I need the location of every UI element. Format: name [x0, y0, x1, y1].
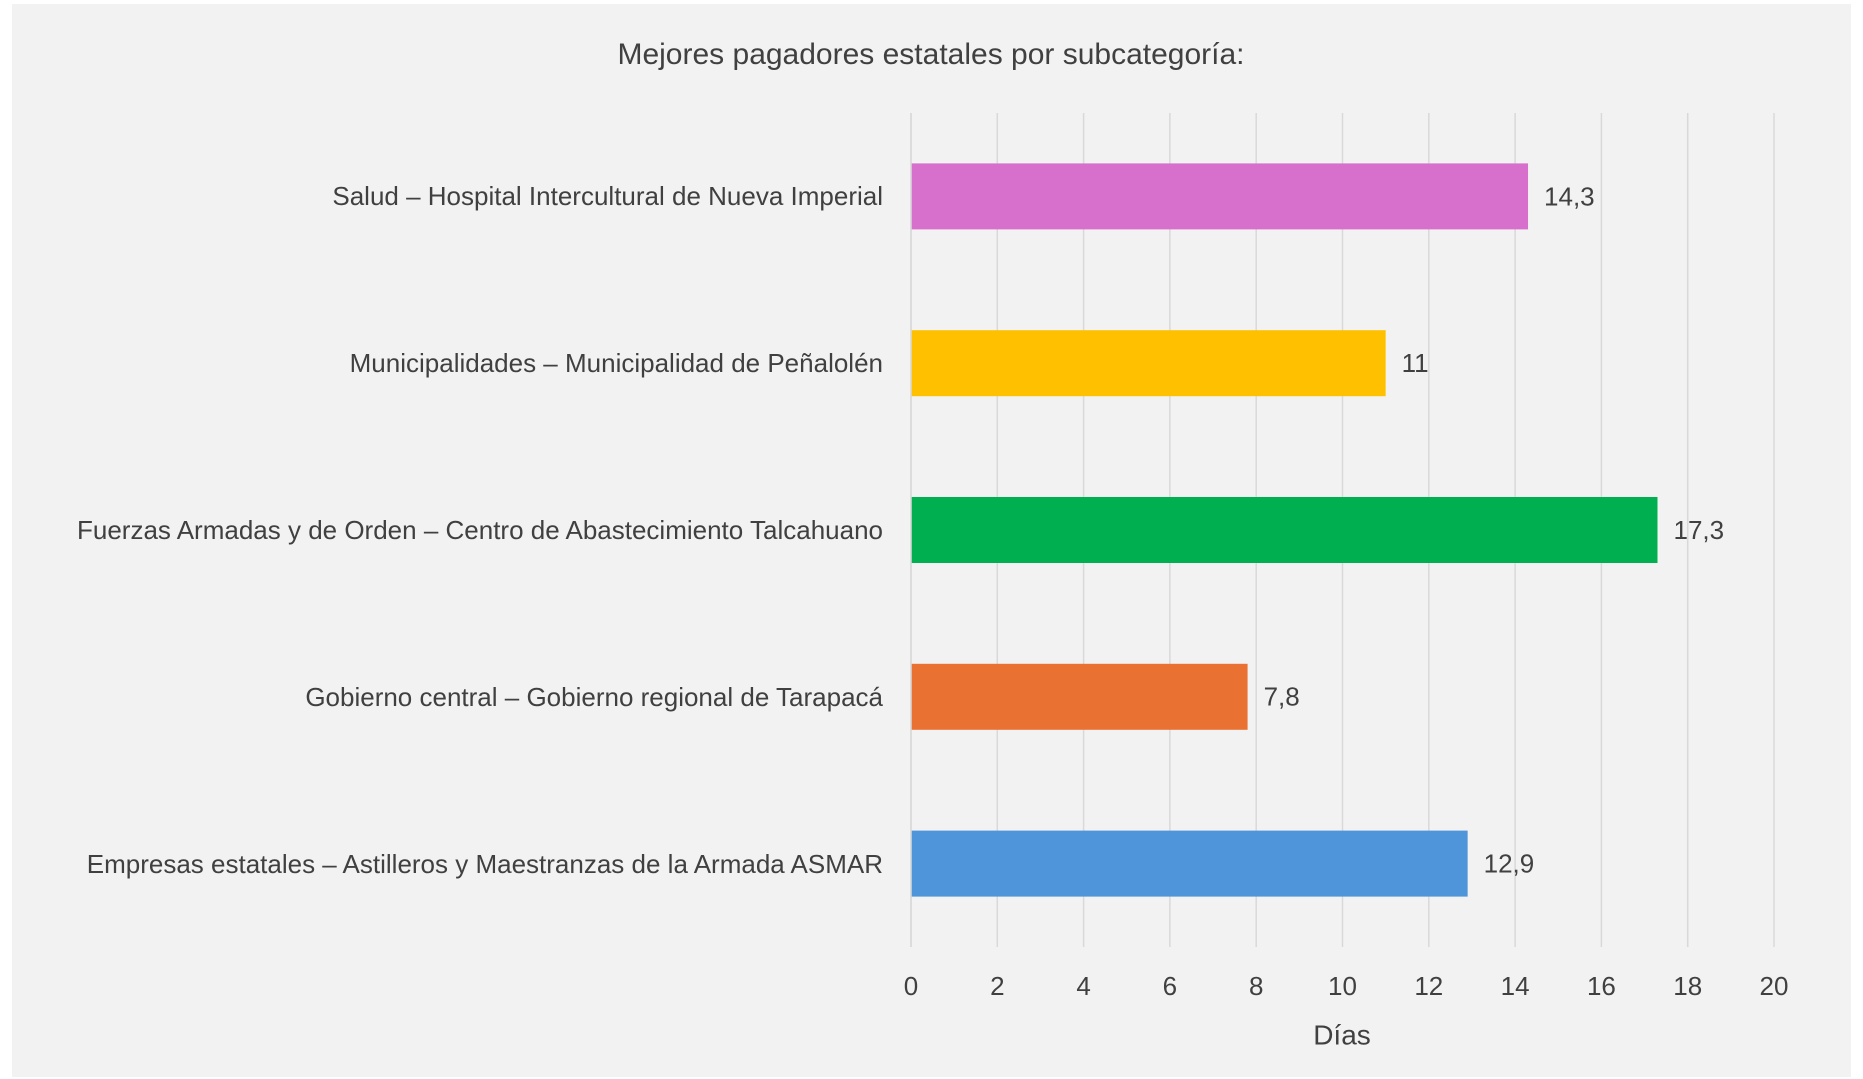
x-tick-label: 20: [1760, 971, 1789, 1001]
x-tick-label: 10: [1328, 971, 1357, 1001]
y-tick-label-box: Salud – Hospital Intercultural de Nueva …: [3, 177, 883, 215]
value-label: 17,3: [1673, 515, 1724, 545]
bar: [911, 830, 1468, 897]
value-label: 11: [1402, 348, 1429, 378]
x-tick-label: 16: [1587, 971, 1616, 1001]
x-tick-label: 4: [1076, 971, 1090, 1001]
x-tick-label: 12: [1414, 971, 1443, 1001]
y-tick-label-box: Fuerzas Armadas y de Orden – Centro de A…: [3, 511, 883, 549]
y-tick-label: Salud – Hospital Intercultural de Nueva …: [332, 181, 883, 212]
y-tick-label: Empresas estatales – Astilleros y Maestr…: [86, 848, 883, 879]
x-tick-label: 2: [990, 971, 1004, 1001]
x-tick-label: 0: [904, 971, 918, 1001]
bar: [911, 497, 1658, 563]
y-tick-label-box: Empresas estatales – Astilleros y Maestr…: [3, 845, 883, 883]
value-label: 12,9: [1484, 848, 1535, 878]
y-tick-label: Municipalidades – Municipalidad de Peñal…: [349, 348, 883, 379]
y-tick-label: Gobierno central – Gobierno regional de …: [305, 681, 883, 712]
y-tick-label-box: Municipalidades – Municipalidad de Peñal…: [3, 344, 883, 382]
bar: [911, 330, 1386, 397]
value-label: 7,8: [1264, 682, 1300, 712]
x-tick-label: 14: [1501, 971, 1530, 1001]
x-axis-title: Días: [1313, 1019, 1371, 1050]
bar: [911, 163, 1529, 230]
value-label: 14,3: [1544, 181, 1595, 211]
x-tick-label: 8: [1249, 971, 1263, 1001]
y-tick-label-box: Gobierno central – Gobierno regional de …: [3, 678, 883, 716]
chart-title: Mejores pagadores estatales por subcateg…: [617, 38, 1244, 71]
y-tick-label: Fuerzas Armadas y de Orden – Centro de A…: [77, 515, 883, 545]
x-tick-label: 6: [1163, 971, 1177, 1001]
bar: [911, 663, 1248, 730]
x-tick-label: 18: [1673, 971, 1702, 1001]
